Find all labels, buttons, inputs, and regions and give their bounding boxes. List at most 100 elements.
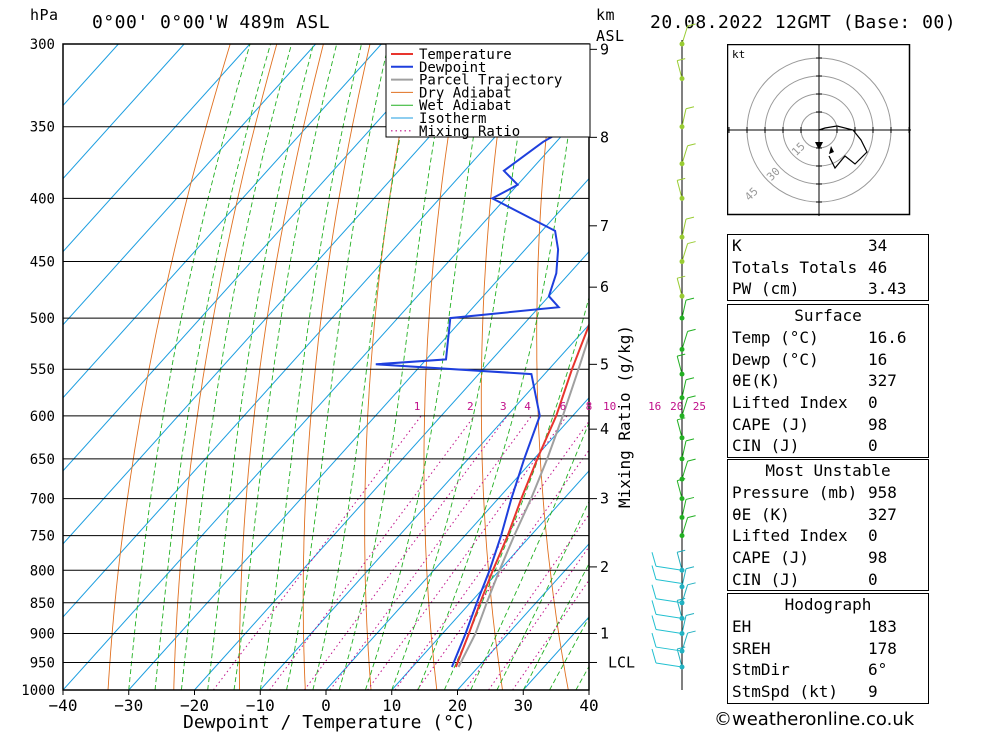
footer-credit[interactable]: ©weatheronline.co.uk — [714, 709, 915, 730]
surface-cape-label: CAPE (J) — [732, 414, 810, 434]
plot-frame — [62, 43, 590, 691]
mixing-ratio-label: 2 — [467, 400, 474, 413]
isotherm-line — [63, 44, 580, 618]
wind-barb-staff — [681, 219, 687, 238]
mu-pressure-label: Pressure (mb) — [732, 483, 858, 502]
mixing-ratio-line — [269, 415, 475, 690]
isotherm-line — [194, 250, 589, 690]
indices-table: K 34 Totals Totals 46 PW (cm) 3.43 — [727, 234, 929, 302]
wind-barb-staff — [681, 299, 687, 319]
surface-li-value: 0 — [868, 393, 878, 413]
hodograph-table: Hodograph EH 183 SREH 178 StmDir 6° StmSpd … — [727, 593, 929, 704]
stmdir-label: StmDir — [732, 660, 790, 680]
wind-barb-flag — [687, 582, 696, 586]
x-tick-label: 0 — [321, 696, 331, 715]
surface-table: Surface Temp (°C) 16.6 Dewp (°C) 16 θE(K) 3… — [727, 304, 929, 459]
wet-adiabat-line — [154, 44, 271, 690]
lcl-label: LCL — [608, 653, 635, 671]
mixing-ratio-label: 6 — [560, 400, 567, 413]
wind-barb-flag — [677, 646, 686, 650]
pressure-tick-label: 750 — [30, 529, 55, 545]
wet-adiabat-line — [286, 44, 389, 690]
wind-barb-flag — [687, 395, 696, 399]
wind-barb-flag — [687, 23, 696, 27]
mixing-ratio-axis-title: Mixing Ratio (g/kg) — [615, 325, 634, 508]
wet-adiabat-line — [522, 562, 589, 690]
dry-adiabat-line — [976, 44, 1000, 690]
dry-adiabat-line — [929, 44, 1000, 690]
eh-value: 183 — [868, 617, 897, 636]
hpa-unit-label: hPa — [30, 6, 59, 24]
dry-adiabat-line — [173, 44, 278, 690]
mixing-ratio-label: 4 — [524, 400, 531, 413]
legend-label: Dry Adiabat — [419, 85, 512, 101]
mu-cape-value: 98 — [868, 548, 888, 568]
x-tick-label: −40 — [49, 696, 78, 715]
totals-totals-label: Totals Totals — [732, 257, 858, 277]
surface-temp-value: 16.6 — [868, 328, 907, 347]
isotherm-line — [325, 397, 589, 690]
legend-label: Parcel Trajectory — [419, 73, 562, 89]
pressure-tick-label: 500 — [30, 311, 55, 327]
mixing-ratio-line — [303, 415, 508, 690]
wind-barb-staff — [681, 517, 689, 536]
wind-barb-flag — [677, 353, 686, 357]
wind-barb-flag — [687, 458, 696, 462]
x-tick-label: 10 — [382, 696, 401, 715]
wind-barb-flag — [685, 106, 695, 110]
pressure-tick-label: 400 — [30, 191, 55, 207]
mixing-ratio-label: 8 — [586, 400, 593, 413]
wind-barb-staff — [681, 331, 689, 350]
legend-label: Mixing Ratio — [419, 124, 520, 140]
wind-barb-staff — [681, 145, 689, 164]
km-tick-label: 2 — [600, 558, 609, 576]
km-unit-label: km — [596, 6, 616, 24]
wind-barb-flag — [685, 216, 695, 220]
mu-cin-label: CIN (J) — [732, 569, 800, 589]
x-tick-label: 30 — [514, 696, 533, 715]
mixing-ratio-line — [512, 579, 589, 690]
mu-li-label: Lifted Index — [732, 526, 848, 546]
mixing-ratio-label: 25 — [693, 400, 706, 413]
wind-barb-staff — [681, 632, 689, 652]
km-tick-label: 5 — [600, 355, 609, 373]
wet-adiabat-line — [443, 295, 589, 690]
sreh-value: 178 — [868, 638, 897, 658]
wind-barb-flag — [687, 630, 696, 634]
parcel-trajectory-profile — [457, 333, 589, 668]
wet-adiabat-line — [259, 44, 362, 690]
wind-barb-flag — [677, 478, 686, 482]
wind-barb-staff — [655, 598, 683, 604]
wind-barb-staff — [676, 355, 683, 375]
km-tick-label: 6 — [600, 278, 609, 296]
temperature-profile — [454, 322, 589, 668]
pressure-tick-label: 300 — [30, 37, 55, 53]
surface-title: Surface — [794, 306, 862, 325]
surface-theta-value: 327 — [868, 371, 897, 391]
pressure-tick-label: 350 — [30, 120, 55, 136]
x-tick-label: −20 — [180, 696, 209, 715]
wind-barb-staff — [655, 646, 683, 652]
wind-barb-flag — [685, 612, 695, 616]
wind-barb-flag — [651, 584, 657, 599]
wind-barb-flag — [651, 615, 657, 630]
isotherm-line — [63, 44, 251, 253]
km-tick-label: 1 — [600, 624, 609, 642]
mu-theta-label: θE (K) — [732, 504, 790, 524]
wind-barb-flag — [687, 143, 696, 147]
wet-adiabat-line — [128, 44, 251, 690]
wind-barb-flag — [651, 648, 657, 664]
mu-cape-label: CAPE (J) — [732, 548, 810, 568]
legend-label: Wet Adiabat — [419, 98, 512, 114]
mixing-ratio-label: 20 — [670, 400, 683, 413]
wind-barb-staff — [676, 648, 683, 668]
totals-totals-value: 46 — [868, 257, 888, 277]
x-tick-label: 40 — [579, 696, 598, 715]
wet-adiabat-line — [417, 44, 582, 690]
wind-barb-flag — [685, 377, 695, 381]
dry-adiabat-line — [642, 44, 699, 690]
isotherm-line — [63, 104, 589, 690]
km-tick-label: 9 — [600, 40, 609, 58]
